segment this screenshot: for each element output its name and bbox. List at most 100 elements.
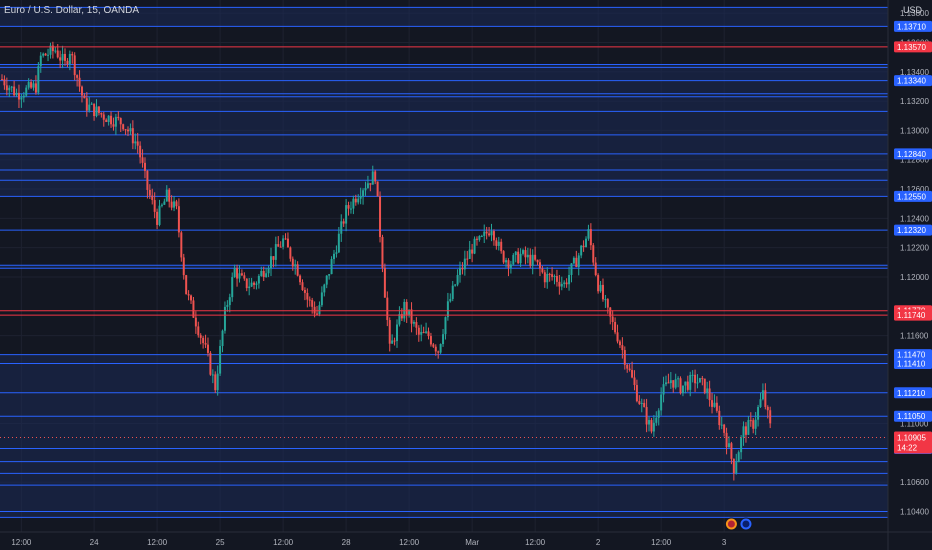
candle-body — [604, 299, 607, 301]
candle-body — [502, 251, 505, 263]
candle-body — [623, 350, 626, 365]
time-tick-label: 24 — [90, 538, 99, 547]
candle-body — [618, 341, 621, 346]
candle-body — [599, 284, 602, 292]
candle-body — [512, 255, 515, 265]
candle-body — [25, 87, 28, 96]
event-flags[interactable] — [724, 517, 753, 531]
price-tick-label: 1.10600 — [900, 478, 929, 487]
candle-body — [660, 394, 663, 411]
time-tick-label: 3 — [722, 538, 727, 547]
candle-body — [206, 344, 209, 353]
candle-body — [478, 236, 481, 240]
candle-body — [284, 238, 287, 240]
candle-body — [461, 267, 464, 270]
candle-body — [490, 231, 493, 236]
candle-body — [313, 306, 316, 314]
price-axis[interactable]: 1.138001.136001.134001.132001.130001.128… — [888, 0, 932, 550]
candle-body — [546, 273, 549, 283]
price-tick-label: 1.13800 — [900, 9, 929, 18]
candle-body — [473, 238, 476, 254]
candle-body — [359, 196, 362, 199]
candle-body — [708, 388, 711, 401]
symbol-title: Euro / U.S. Dollar, 15, OANDA — [4, 5, 140, 16]
candle-body — [694, 374, 697, 384]
level-band — [0, 96, 888, 112]
candle-body — [611, 316, 614, 322]
candle-body — [3, 79, 6, 86]
level-price-tag — [894, 387, 932, 399]
candle-body — [301, 282, 304, 290]
candle-body — [219, 346, 222, 374]
candle-body — [105, 119, 108, 123]
candle-body — [468, 249, 471, 259]
candle-body — [311, 300, 314, 307]
candle-body — [667, 382, 670, 384]
candle-body — [51, 45, 54, 52]
currency-label: USD — [902, 5, 922, 15]
level-band — [0, 93, 888, 97]
time-axis-bg — [0, 532, 932, 550]
candle-body — [594, 262, 597, 276]
candle-series — [1, 41, 772, 481]
price-tick-label: 1.12600 — [900, 185, 929, 194]
candle-body — [531, 254, 534, 266]
candle-body — [517, 251, 520, 264]
candle-body — [648, 420, 651, 425]
candle-body — [223, 306, 226, 331]
level-price-label: 1.12320 — [897, 226, 926, 235]
candle-body — [747, 420, 750, 435]
candle-body — [485, 231, 488, 234]
candle-body — [669, 380, 672, 384]
candle-body — [425, 331, 428, 333]
candle-body — [463, 258, 466, 270]
level-price-label: 1.11740 — [897, 311, 926, 320]
candle-body — [136, 141, 139, 146]
red-levels[interactable] — [0, 46, 888, 438]
candle-body — [555, 276, 558, 282]
candle-body — [177, 206, 180, 233]
time-tick-label: 12:00 — [11, 538, 32, 547]
candle-body — [197, 326, 200, 336]
candle-body — [674, 379, 677, 388]
candle-body — [398, 314, 401, 325]
candle-body — [589, 229, 592, 246]
candle-body — [732, 458, 735, 474]
candle-body — [548, 273, 551, 275]
candle-body — [93, 103, 96, 117]
candle-body — [626, 364, 629, 369]
candle-body — [730, 443, 733, 459]
horizontal-levels[interactable] — [0, 6, 888, 518]
candle-body — [49, 45, 52, 55]
candle-body — [221, 330, 224, 347]
candle-body — [243, 275, 246, 279]
candle-body — [71, 54, 74, 56]
candle-body — [541, 268, 544, 273]
candle-body — [761, 390, 764, 400]
candle-body — [5, 85, 8, 91]
candle-body — [345, 205, 348, 224]
candle-body — [318, 305, 321, 315]
candle-body — [294, 264, 297, 267]
level-price-label: 1.13570 — [897, 43, 926, 52]
candle-body — [524, 250, 527, 258]
candle-body — [429, 336, 432, 345]
candle-body — [427, 331, 430, 337]
candle-body — [655, 417, 658, 423]
time-tick-label: 12:00 — [525, 538, 546, 547]
candle-body — [151, 195, 154, 201]
level-price-label: 1.13710 — [897, 22, 926, 31]
level-price-tag — [894, 41, 932, 53]
candle-body — [180, 232, 183, 258]
time-tick-label: 2 — [596, 538, 601, 547]
candle-body — [303, 289, 306, 293]
candle-body — [175, 201, 178, 207]
candle-body — [328, 274, 331, 276]
candle-body — [691, 374, 694, 376]
candle-body — [279, 246, 282, 248]
candle-body — [54, 50, 57, 52]
level-price-tag — [894, 75, 932, 87]
price-tick-label: 1.13400 — [900, 68, 929, 77]
